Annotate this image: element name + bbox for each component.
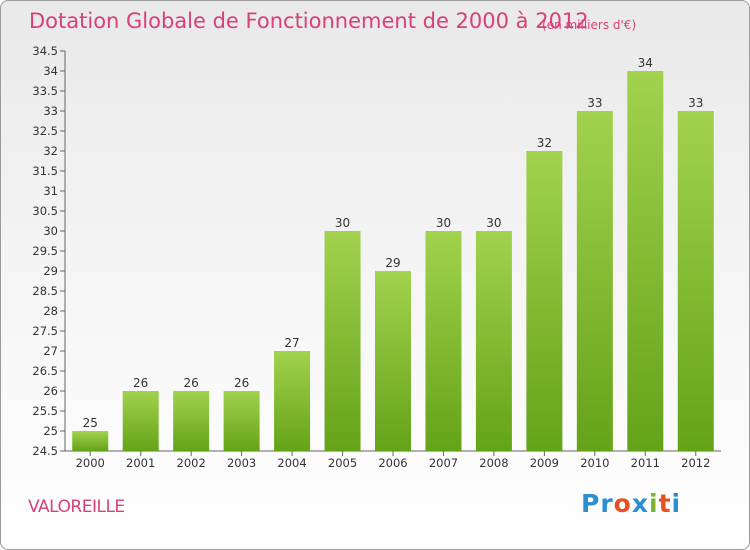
y-tick-label: 29.5 bbox=[32, 244, 58, 258]
y-tick-label: 29 bbox=[43, 264, 58, 278]
logo-letter: i bbox=[671, 489, 682, 518]
logo-letter: P bbox=[581, 489, 601, 518]
data-label: 25 bbox=[83, 416, 98, 430]
commune-name: VALOREILLE bbox=[28, 497, 125, 517]
proxiti-logo: Proxiti bbox=[581, 489, 681, 518]
y-tick-label: 24.5 bbox=[32, 444, 58, 458]
x-tick-label: 2005 bbox=[328, 456, 357, 470]
y-tick-label: 27 bbox=[43, 344, 58, 358]
bar-2000 bbox=[72, 431, 109, 451]
chart-title: Dotation Globale de Fonctionnement de 20… bbox=[29, 9, 589, 33]
bar-2005 bbox=[324, 231, 361, 451]
y-tick-label: 31.5 bbox=[32, 164, 58, 178]
y-tick-label: 26.5 bbox=[32, 364, 58, 378]
y-tick-label: 27.5 bbox=[32, 324, 58, 338]
y-tick-label: 32.5 bbox=[32, 124, 58, 138]
x-tick-label: 2012 bbox=[681, 456, 710, 470]
data-label: 30 bbox=[486, 216, 501, 230]
y-tick-label: 33.5 bbox=[32, 84, 58, 98]
bar-2003 bbox=[223, 391, 260, 451]
x-tick-label: 2003 bbox=[227, 456, 256, 470]
y-tick-label: 31 bbox=[43, 184, 58, 198]
data-label: 30 bbox=[335, 216, 350, 230]
x-tick-label: 2007 bbox=[429, 456, 458, 470]
x-tick-label: 2004 bbox=[277, 456, 306, 470]
logo-letter: o bbox=[613, 489, 632, 518]
x-tick-label: 2011 bbox=[631, 456, 660, 470]
bar-2011 bbox=[627, 71, 664, 451]
y-tick-label: 33 bbox=[43, 104, 58, 118]
logo-letter: i bbox=[649, 489, 659, 518]
data-label: 33 bbox=[587, 96, 602, 110]
y-tick-label: 28.5 bbox=[32, 284, 58, 298]
data-label: 26 bbox=[234, 376, 249, 390]
logo-letter: t bbox=[658, 489, 672, 518]
logo-letter: r bbox=[600, 489, 614, 518]
data-label: 34 bbox=[638, 56, 653, 70]
bar-2008 bbox=[475, 231, 512, 451]
x-tick-label: 2009 bbox=[530, 456, 559, 470]
bar-2006 bbox=[375, 271, 411, 451]
y-tick-label: 25 bbox=[43, 424, 58, 438]
data-label: 32 bbox=[537, 136, 552, 150]
x-tick-label: 2001 bbox=[126, 456, 155, 470]
bar-2001 bbox=[122, 391, 159, 451]
bar-2009 bbox=[526, 151, 563, 451]
y-tick-label: 34 bbox=[43, 64, 58, 78]
data-label: 33 bbox=[688, 96, 703, 110]
data-label: 26 bbox=[184, 376, 199, 390]
data-label: 29 bbox=[385, 256, 400, 270]
y-tick-label: 30.5 bbox=[32, 204, 58, 218]
bar-2007 bbox=[425, 231, 462, 451]
y-tick-label: 28 bbox=[43, 304, 58, 318]
x-tick-label: 2002 bbox=[177, 456, 206, 470]
logo-letter: x bbox=[631, 489, 649, 518]
x-tick-label: 2000 bbox=[76, 456, 105, 470]
bar-2002 bbox=[173, 391, 210, 451]
x-tick-label: 2008 bbox=[479, 456, 508, 470]
data-label: 30 bbox=[436, 216, 451, 230]
y-tick-label: 34.5 bbox=[32, 44, 58, 58]
x-tick-label: 2010 bbox=[580, 456, 609, 470]
bar-2012 bbox=[677, 111, 714, 451]
bar-2010 bbox=[576, 111, 613, 451]
bar-2004 bbox=[274, 351, 311, 451]
chart-unit: (en milliers d'€) bbox=[542, 18, 637, 32]
data-label: 26 bbox=[133, 376, 148, 390]
y-tick-label: 30 bbox=[43, 224, 58, 238]
y-tick-label: 32 bbox=[43, 144, 58, 158]
data-label: 27 bbox=[284, 336, 299, 350]
y-tick-label: 26 bbox=[43, 384, 58, 398]
x-tick-label: 2006 bbox=[378, 456, 407, 470]
y-tick-label: 25.5 bbox=[32, 404, 58, 418]
